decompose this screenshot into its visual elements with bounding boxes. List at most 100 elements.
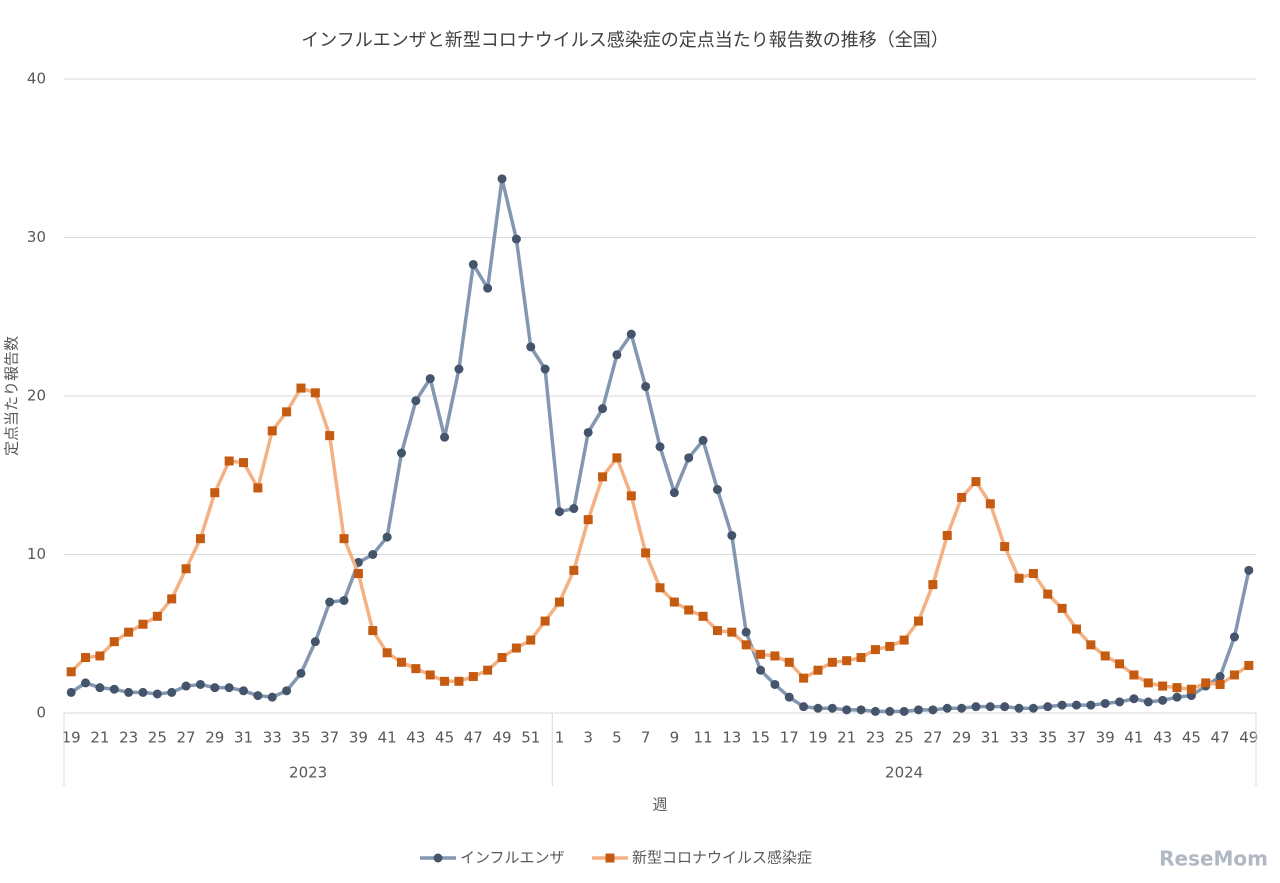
point-marker [856,705,866,715]
point-marker [870,645,880,655]
point-marker [1215,672,1225,682]
x-tick-label: 33 [1009,729,1028,747]
point-marker [1086,700,1096,710]
legend-marker [605,853,615,863]
x-tick-label: 31 [981,729,1000,747]
point-marker [842,656,852,666]
point-marker [813,703,823,713]
x-tick-label: 35 [291,729,310,747]
point-marker [95,683,105,693]
x-axis-title: 週 [652,796,667,814]
point-marker [914,705,924,715]
point-marker [497,174,507,184]
point-marker [914,616,924,626]
x-tick-label: 1 [555,729,565,747]
point-marker [554,597,564,607]
point-marker [1028,703,1038,713]
point-marker [985,499,995,509]
point-marker [669,597,679,607]
point-marker [971,477,981,487]
point-marker [684,453,694,463]
x-tick-label: 27 [177,729,196,747]
point-marker [152,611,162,621]
point-marker [353,569,363,579]
point-marker [468,259,478,269]
x-tick-label: 31 [234,729,253,747]
point-marker [95,651,105,661]
point-marker [756,649,766,659]
point-marker [368,550,378,559]
point-marker [942,530,952,540]
point-marker [124,627,134,637]
x-tick-label: 47 [1211,729,1230,747]
point-marker [526,342,536,352]
point-marker [425,374,435,384]
point-marker [224,683,234,693]
point-marker [899,706,909,716]
x-tick-label: 23 [866,729,885,747]
point-marker [124,687,134,697]
point-marker [396,448,406,458]
point-marker [497,653,507,663]
point-marker [1100,698,1110,708]
point-marker [1129,694,1139,704]
point-marker [181,681,191,691]
point-marker [569,504,579,514]
point-marker [511,643,521,653]
point-marker [468,672,478,682]
x-tick-label: 39 [1096,729,1115,747]
point-marker [1229,670,1239,680]
point-marker [569,565,579,575]
point-marker [856,653,866,663]
x-tick-label: 41 [378,729,397,747]
point-marker [770,679,780,689]
x-tick-label: 39 [349,729,368,747]
point-marker [1086,640,1096,650]
point-marker [267,692,277,702]
point-marker [928,580,938,590]
x-tick-label: 25 [895,729,914,747]
x-tick-label: 19 [808,729,827,747]
point-marker [382,532,392,542]
point-marker [152,689,162,699]
point-marker [411,664,421,674]
x-tick-label: 29 [952,729,971,747]
point-marker [899,635,909,645]
point-marker [1000,542,1010,552]
point-marker [511,234,521,244]
point-marker [1172,683,1182,693]
point-marker [669,488,679,498]
x-tick-label: 23 [119,729,138,747]
point-marker [698,611,708,621]
year-label: 2024 [885,764,923,782]
point-marker [583,515,593,525]
point-marker [626,491,636,501]
y-tick-label: 40 [27,70,46,88]
point-marker [1115,659,1125,669]
point-marker [655,442,665,452]
point-marker [454,676,464,686]
point-marker [109,684,119,694]
point-marker [957,703,967,713]
point-marker [598,404,608,414]
point-marker [396,657,406,667]
point-marker [942,703,952,713]
x-tick-label: 3 [583,729,593,747]
point-marker [440,432,450,442]
x-tick-label: 43 [406,729,425,747]
point-marker [957,492,967,502]
x-tick-label: 49 [1239,729,1258,747]
point-marker [440,676,450,686]
point-marker [325,431,335,441]
series-line [69,386,1250,691]
point-marker [770,651,780,661]
point-marker [224,456,234,466]
legend-marker [433,853,443,863]
point-marker [741,640,751,650]
point-marker [885,641,895,651]
point-marker [339,534,349,544]
point-marker [382,648,392,658]
point-marker [540,616,550,626]
point-marker [167,594,177,604]
